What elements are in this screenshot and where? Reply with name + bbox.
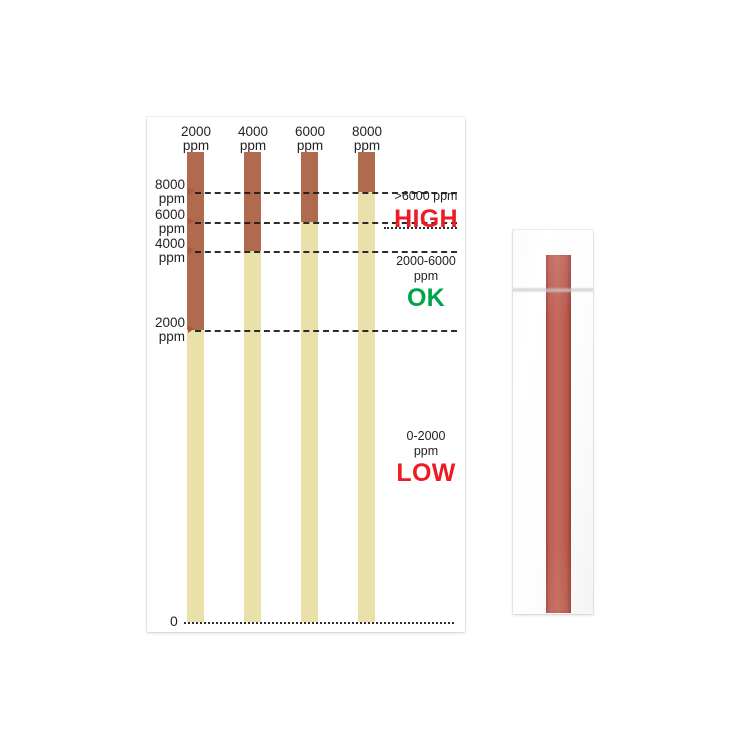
bar-strip-2000 xyxy=(187,152,204,622)
y-axis-marker-4000-icon xyxy=(188,246,194,254)
threshold-rule-4000 xyxy=(195,251,457,253)
y-axis-marker-8000-icon xyxy=(188,187,194,195)
y-axis-label-unit: ppm xyxy=(158,190,185,206)
column-label-6000: 6000 ppm xyxy=(275,125,345,152)
zone-verdict-low: LOW xyxy=(396,459,456,487)
test-strip-seam-line xyxy=(513,287,593,293)
threshold-rule-8000 xyxy=(195,192,457,194)
threshold-rule-6000 xyxy=(195,222,457,224)
zone-range-ok-line1: 2000-6000 xyxy=(396,254,456,268)
zone-verdict-ok: OK xyxy=(406,284,446,312)
y-axis-label-2000: 2000 ppm xyxy=(135,316,185,343)
bar-strip-4000 xyxy=(244,152,261,622)
y-axis-label-value: 2000 xyxy=(154,315,185,330)
zone-annotation-high: >6000 ppm HIGH xyxy=(378,189,474,233)
column-label-8000: 8000 ppm xyxy=(332,125,402,152)
bar-strip-8000 xyxy=(358,152,375,622)
y-axis-marker-2000-icon xyxy=(188,325,194,333)
column-label-value: 6000 xyxy=(294,124,326,139)
y-axis-label-value: 4000 xyxy=(154,236,185,251)
column-label-unit: ppm xyxy=(353,137,381,153)
zone-range-high: >6000 ppm xyxy=(394,189,458,203)
bar-strip-6000 xyxy=(301,152,318,622)
y-axis-marker-6000-icon xyxy=(188,217,194,225)
y-axis-label-value: 6000 xyxy=(154,207,185,222)
y-axis-label-value: 8000 xyxy=(154,177,185,192)
bar-developed-segment xyxy=(244,152,261,251)
y-axis-label-unit: ppm xyxy=(158,249,185,265)
column-label-value: 2000 xyxy=(180,124,212,139)
y-axis-label-8000: 8000 ppm xyxy=(135,178,185,205)
column-label-unit: ppm xyxy=(182,137,210,153)
y-axis-label-unit: ppm xyxy=(158,328,185,344)
test-strip-reagent-pad xyxy=(546,255,571,613)
test-strip-photo xyxy=(513,230,593,614)
column-label-unit: ppm xyxy=(296,137,324,153)
zone-verdict-high: HIGH xyxy=(394,204,458,233)
zone-range-low-line2: ppm xyxy=(413,443,439,458)
column-label-4000: 4000 ppm xyxy=(218,125,288,152)
threshold-rule-zero xyxy=(184,622,454,624)
bar-developed-segment xyxy=(187,152,204,330)
zone-range-ok-line2: ppm xyxy=(413,268,439,283)
y-axis-label-6000: 6000 ppm xyxy=(135,208,185,235)
bar-developed-segment xyxy=(301,152,318,222)
zone-annotation-low: 0-2000 ppm LOW xyxy=(378,429,474,487)
threshold-rule-2000 xyxy=(195,330,457,332)
bar-developed-segment xyxy=(358,152,375,192)
y-axis-label-unit: ppm xyxy=(158,220,185,236)
zone-divider-high xyxy=(384,227,457,229)
column-label-value: 8000 xyxy=(351,124,383,139)
zone-annotation-ok: 2000-6000 ppm OK xyxy=(378,254,474,312)
y-axis-label-4000: 4000 ppm xyxy=(135,237,185,264)
column-label-value: 4000 xyxy=(237,124,269,139)
column-label-unit: ppm xyxy=(239,137,267,153)
reference-chart-card: 2000 ppm 4000 ppm 6000 ppm 8000 ppm xyxy=(147,117,465,632)
zone-range-low-line1: 0-2000 xyxy=(406,429,446,443)
chart-plot-area: 2000 ppm 4000 ppm 6000 ppm 8000 ppm xyxy=(147,117,465,632)
column-label-2000: 2000 ppm xyxy=(161,125,231,152)
y-axis-label-zero: 0 xyxy=(170,613,178,629)
